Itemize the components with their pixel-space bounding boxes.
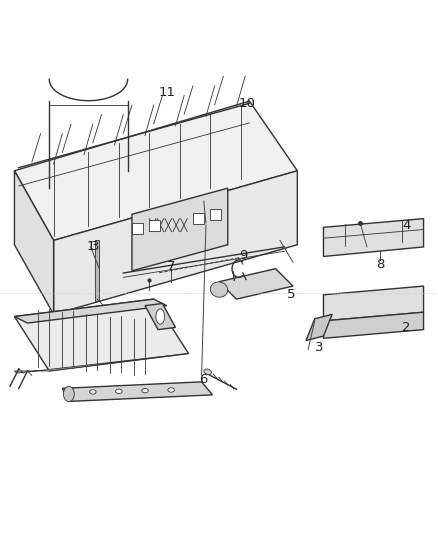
Ellipse shape: [210, 282, 228, 297]
Text: 3: 3: [91, 240, 99, 253]
Bar: [210, 209, 221, 220]
Polygon shape: [14, 353, 188, 373]
Ellipse shape: [116, 389, 122, 393]
Polygon shape: [14, 299, 167, 323]
Ellipse shape: [89, 390, 96, 394]
Polygon shape: [323, 312, 424, 338]
Text: 11: 11: [158, 86, 175, 99]
Text: 1: 1: [86, 240, 95, 253]
Text: 9: 9: [239, 249, 247, 262]
Polygon shape: [219, 269, 293, 299]
Text: 7: 7: [167, 260, 175, 273]
Polygon shape: [53, 171, 297, 314]
Text: 6: 6: [200, 373, 208, 386]
Ellipse shape: [142, 389, 148, 393]
Bar: [149, 220, 160, 231]
Text: 5: 5: [286, 288, 295, 301]
Polygon shape: [306, 314, 332, 341]
Bar: [132, 223, 143, 234]
Text: 8: 8: [376, 258, 384, 271]
Polygon shape: [14, 299, 188, 371]
Polygon shape: [132, 188, 228, 271]
Polygon shape: [14, 101, 297, 240]
Polygon shape: [323, 286, 424, 321]
Bar: [193, 213, 204, 224]
Text: 3: 3: [315, 341, 323, 353]
Polygon shape: [62, 382, 212, 401]
Text: 10: 10: [239, 97, 256, 110]
Text: 4: 4: [402, 219, 410, 232]
Polygon shape: [14, 171, 53, 314]
Polygon shape: [95, 240, 99, 301]
Text: 2: 2: [402, 321, 410, 334]
Polygon shape: [323, 219, 424, 256]
Ellipse shape: [64, 386, 74, 402]
Ellipse shape: [204, 369, 212, 375]
Ellipse shape: [156, 309, 165, 324]
Polygon shape: [145, 303, 176, 329]
Ellipse shape: [168, 388, 174, 392]
